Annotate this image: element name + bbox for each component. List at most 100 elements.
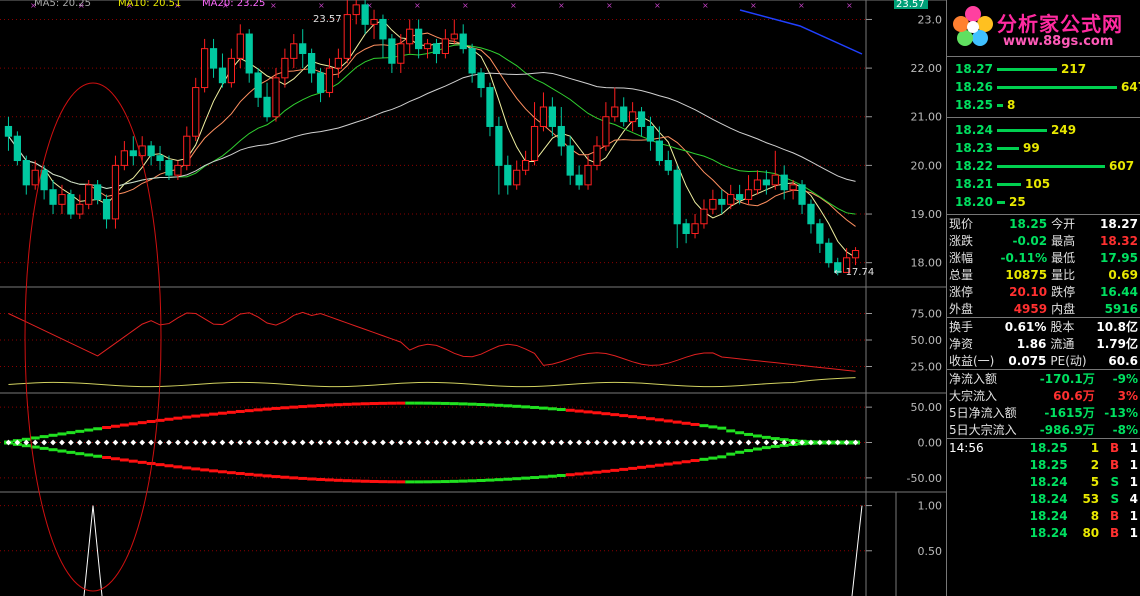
zero-diamond <box>50 439 56 446</box>
chart-area[interactable]: × × × × × × × × × × × × × × × × × × 23.0 22.00 21.00 20.00 19… <box>0 0 946 596</box>
flow-lower-mark <box>476 478 486 482</box>
y-tick-label: 1.00 <box>918 500 943 513</box>
flow-upper-mark <box>646 417 655 421</box>
zero-diamond <box>496 439 502 446</box>
zero-diamond <box>469 439 475 446</box>
book-volume: 99 <box>1023 141 1040 155</box>
flow-upper-mark <box>753 434 762 438</box>
zero-diamond <box>487 439 493 446</box>
tick-time <box>947 507 1006 524</box>
book-volume: 25 <box>1009 195 1026 209</box>
quote-label: 涨跌 <box>949 234 974 248</box>
candle-body <box>209 48 218 69</box>
tick-count: 1 <box>1129 440 1138 455</box>
flow-upper-mark <box>583 410 593 414</box>
candle-body <box>156 155 164 162</box>
info-value: 0.075 <box>1008 353 1047 368</box>
quote-row: 现价 18.25 今开 18.27 <box>947 215 1140 232</box>
book-volume: 647 <box>1121 80 1140 94</box>
zero-diamond <box>112 439 119 446</box>
zero-diamond <box>273 439 279 446</box>
top-marker: × <box>270 1 277 10</box>
quote-row: 总量 10875 量比 0.69 <box>947 266 1140 283</box>
flow-upper-mark <box>111 424 120 428</box>
flow-lower-mark <box>690 459 700 463</box>
candle-body <box>789 184 797 191</box>
highlight-ellipse <box>24 82 162 592</box>
y-tick-label: 50.00 <box>911 401 943 414</box>
flow-lower-mark <box>333 478 343 482</box>
zero-diamond <box>380 439 386 446</box>
zero-diamond <box>442 439 449 446</box>
info-label: 股本 <box>1050 320 1075 334</box>
flow-label: 5日净流入额 <box>949 406 1017 420</box>
zero-diamond <box>781 439 788 446</box>
tick-count: 1 <box>1129 474 1138 489</box>
candle-body <box>423 43 432 50</box>
top-marker: × <box>558 1 565 10</box>
zero-diamond <box>23 439 30 446</box>
flow-upper-mark <box>128 422 138 426</box>
y-tick-label: 20.00 <box>911 159 943 172</box>
flow-lower-mark <box>262 474 272 478</box>
flow-upper-mark <box>262 407 272 411</box>
flow-upper-mark <box>574 409 584 413</box>
info-value: 10.8亿 <box>1096 320 1138 334</box>
flow-lower-mark <box>342 479 352 483</box>
info-label: PE(动) <box>1050 354 1087 368</box>
zero-diamond <box>85 439 92 446</box>
candle-body <box>316 72 325 93</box>
candle-body <box>102 198 111 220</box>
flow-value: -170.1万 <box>1039 372 1095 386</box>
y-tick-label: 25.00 <box>911 361 943 374</box>
zero-diamond <box>94 439 101 446</box>
flow-value: -1615万 <box>1044 406 1095 420</box>
quote-label: 涨幅 <box>949 251 974 265</box>
flow-upper-mark <box>449 402 459 406</box>
top-marker: × <box>654 1 661 10</box>
candle-body <box>753 179 762 191</box>
tick-count: 1 <box>1129 457 1138 472</box>
zero-diamond <box>522 439 529 446</box>
last-price-label: 23.57 <box>896 0 925 10</box>
book-volume-bar <box>997 183 1021 186</box>
zero-diamond <box>299 439 306 446</box>
flow-lower-mark <box>396 480 406 484</box>
logo[interactable]: 分析家公式网 www.88gs.com <box>947 0 1140 56</box>
flow-upper-mark <box>726 429 736 433</box>
top-marker: × <box>510 1 517 10</box>
flow-upper-mark <box>423 401 432 405</box>
candle-body <box>120 150 128 166</box>
flow-upper-mark <box>48 433 58 437</box>
candle-body <box>397 43 405 64</box>
tick-volume: 80 <box>1082 525 1100 540</box>
flow-lower-mark <box>102 455 111 459</box>
candle-body <box>352 4 360 16</box>
candle-body <box>736 194 744 200</box>
candle-body <box>49 189 57 205</box>
top-marker: × <box>174 1 181 10</box>
flow-upper-mark <box>342 402 352 406</box>
zero-diamond <box>460 439 467 446</box>
top-marker: × <box>798 1 805 10</box>
tick-count: 1 <box>1129 508 1138 523</box>
candle-body <box>67 194 75 215</box>
y-tick-label: 22.00 <box>911 62 943 75</box>
quote-label: 今开 <box>1051 217 1076 231</box>
quote-row: 涨跌 -0.02 最高 18.32 <box>947 232 1140 249</box>
flow-lower-mark <box>654 463 664 467</box>
zero-diamond <box>763 439 770 446</box>
book-volume-bar <box>997 68 1057 71</box>
tick-row: 18.24 8 B 1 <box>947 507 1140 524</box>
candle-body <box>771 174 779 186</box>
candle-body <box>334 57 342 69</box>
tick-side: B <box>1110 457 1120 472</box>
zero-diamond <box>121 439 128 446</box>
y-tick-label: 0.00 <box>918 437 943 450</box>
quote-label: 外盘 <box>949 302 974 316</box>
flow-label: 净流入额 <box>949 372 998 386</box>
logo-url: www.88gs.com <box>1003 34 1114 49</box>
candle-body <box>816 223 824 244</box>
tick-list[interactable]: 14:56 18.25 1 B 1 18.25 2 B 1 18.24 5 S 1 18.24 53 S 4 18… <box>947 439 1140 541</box>
top-marker: × <box>846 1 853 10</box>
